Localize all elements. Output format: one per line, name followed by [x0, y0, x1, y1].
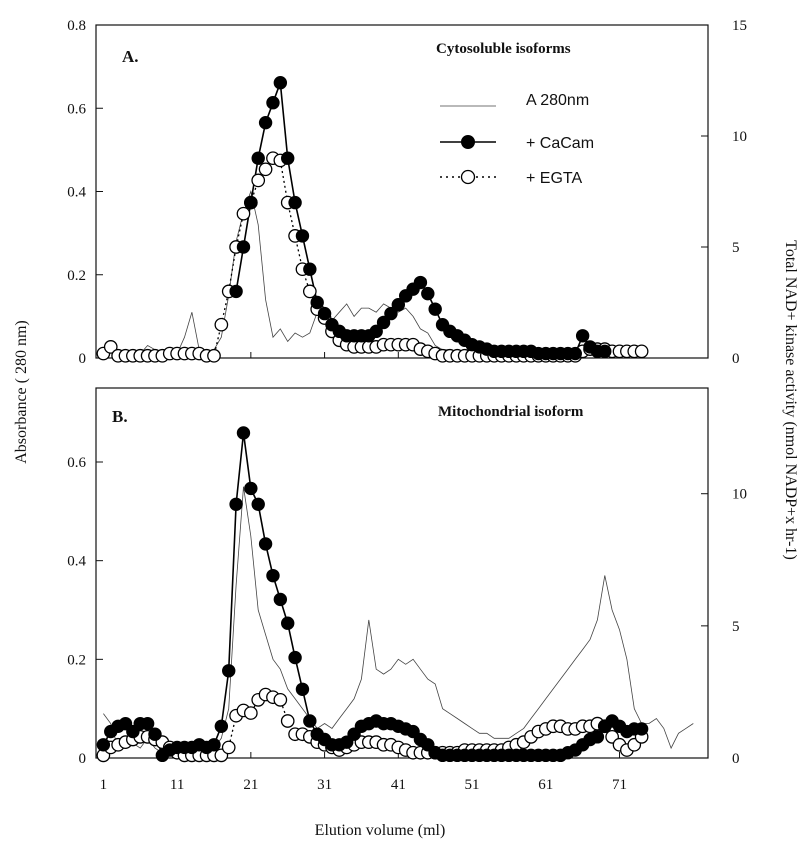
panel-b-cacam-point — [207, 738, 221, 752]
panel-b-egta-point — [221, 740, 236, 755]
panel-a-cacam-point — [281, 151, 295, 165]
panel-b-cacam-point — [244, 481, 258, 496]
panel-b-frame — [95, 387, 709, 759]
panel-b-egta-point — [243, 706, 258, 720]
x-axis-title: Elution volume (ml) — [315, 822, 446, 839]
panel-a-cacam-point — [295, 229, 310, 243]
panel-b-cacam-point — [214, 719, 229, 733]
panel-a-cacam-point — [421, 286, 435, 301]
panel-b-cacam-point — [148, 727, 162, 741]
right-axis-title: Total NAD+ kinase activity (nmol NADP+x … — [782, 240, 799, 560]
panel-a-right-tick-label: 0 — [732, 351, 740, 367]
panel-b-left-tick-label: 0.2 — [67, 652, 86, 668]
panel-b-cacam-point — [229, 497, 243, 511]
panel-a-cacam-point — [413, 275, 428, 290]
panel-a-cacam-line — [235, 82, 605, 355]
panel-a-label: A. — [122, 47, 139, 66]
panel-b-cacam-point — [281, 616, 295, 630]
panel-b-label: B. — [112, 407, 128, 426]
panel-b-cacam-point — [303, 714, 317, 728]
legend: A 280nm + CaCam + EGTA — [440, 92, 594, 187]
panel-b-cacam-point — [258, 537, 273, 551]
panel-a-egta-point — [258, 162, 273, 177]
x-tick-label: 31 — [317, 777, 332, 793]
panel-b-left-tick-label: 0 — [79, 751, 87, 767]
panel-a-left-tick-label: 0.2 — [67, 268, 86, 284]
x-tick-label: 61 — [538, 777, 553, 793]
panel-b-cacam-point — [295, 682, 310, 696]
panel-a-egta-point — [236, 206, 251, 221]
left-axis-title: Absorbance ( 280 nm) — [13, 320, 30, 464]
panel-a-cacam-point — [229, 284, 243, 299]
panel-a-left-tick-label: 0.4 — [67, 185, 86, 201]
x-tick-label: 21 — [243, 777, 258, 793]
panel-a-right-tick-label: 15 — [732, 18, 747, 34]
panel-b-cacam-point — [222, 664, 236, 678]
panel-b-cacam-point — [634, 722, 649, 736]
panel-a-left-tick-label: 0.6 — [67, 101, 86, 117]
panel-a-cacam-point — [251, 151, 265, 165]
panel-a-egta-point — [634, 344, 649, 359]
x-tick-label: 41 — [391, 777, 406, 793]
panel-b-right-tick-label: 5 — [732, 619, 740, 635]
panel-b-left-tick-label: 0.6 — [67, 455, 86, 471]
panel-a-cacam-point — [303, 262, 317, 276]
panel-b-cacam-line — [102, 432, 642, 757]
panel-a-cacam-point — [273, 76, 288, 90]
panel-b-right-tick-label: 10 — [732, 487, 747, 503]
panel-a-egta-point — [214, 317, 229, 332]
panel-a-cacam-point — [428, 302, 442, 316]
panel-b-cacam-point — [236, 426, 251, 440]
panel-a-cacam-point — [598, 344, 612, 359]
x-tick-label: 1 — [100, 777, 108, 793]
legend-cacam-marker — [461, 135, 475, 149]
panel-a-cacam-point — [317, 306, 332, 321]
panel-a-egta-point — [207, 348, 221, 363]
legend-egta-label: + EGTA — [526, 170, 582, 187]
panel-a-egta-point — [103, 340, 118, 354]
panel-b-title: Mitochondrial isoform — [438, 404, 584, 420]
panel-b-cacam-point — [288, 650, 302, 665]
panel-b-a280-line — [103, 486, 694, 754]
panel-a-left-tick-label: 0 — [79, 351, 87, 367]
panel-b-cacam-point — [251, 497, 265, 511]
panel-b-right-tick-label: 0 — [732, 751, 740, 767]
legend-a280-label: A 280nm — [526, 92, 589, 109]
panel-b-cacam-point — [96, 738, 111, 752]
panel-a-cacam-point — [266, 96, 280, 110]
panel-a-cacam-point — [310, 295, 324, 310]
x-tick-label: 71 — [612, 777, 627, 793]
panel-b-cacam-point — [273, 592, 288, 607]
panel-a-cacam-point — [258, 115, 273, 130]
panel-a-cacam-point — [391, 298, 406, 312]
panel-b-cacam-point — [590, 730, 605, 744]
panel-a-egta-point — [251, 173, 266, 188]
x-tick-label: 51 — [465, 777, 480, 793]
panel-b-cacam-point — [266, 568, 280, 583]
panel-b-left-tick-label: 0.4 — [67, 554, 86, 570]
panel-b-egta-point — [273, 693, 288, 707]
panel-a-cacam-point — [384, 306, 398, 321]
legend-egta-marker — [460, 169, 476, 185]
panel-a-right-tick-label: 5 — [732, 240, 740, 256]
panel-b-cacam-point — [140, 716, 155, 731]
panel-a-cacam-point — [244, 195, 258, 210]
x-tick-label: 11 — [170, 777, 184, 793]
panel-a-cacam-point — [288, 195, 302, 210]
panel-a-right-tick-label: 10 — [732, 129, 747, 145]
panel-a-egta-point — [302, 284, 317, 299]
panel-a-cacam-point — [236, 240, 251, 254]
panel-a-cacam-point — [568, 346, 582, 361]
panel-a-cacam-point — [575, 329, 590, 343]
panel-a-cacam-point — [376, 315, 391, 330]
panel-a-cacam-point — [369, 324, 383, 339]
panel-b-egta-point — [280, 714, 295, 728]
panel-a-title: Cytosoluble isoforms — [436, 41, 571, 57]
panel-a-left-tick-label: 0.8 — [67, 18, 86, 34]
legend-cacam-label: + CaCam — [526, 135, 594, 152]
